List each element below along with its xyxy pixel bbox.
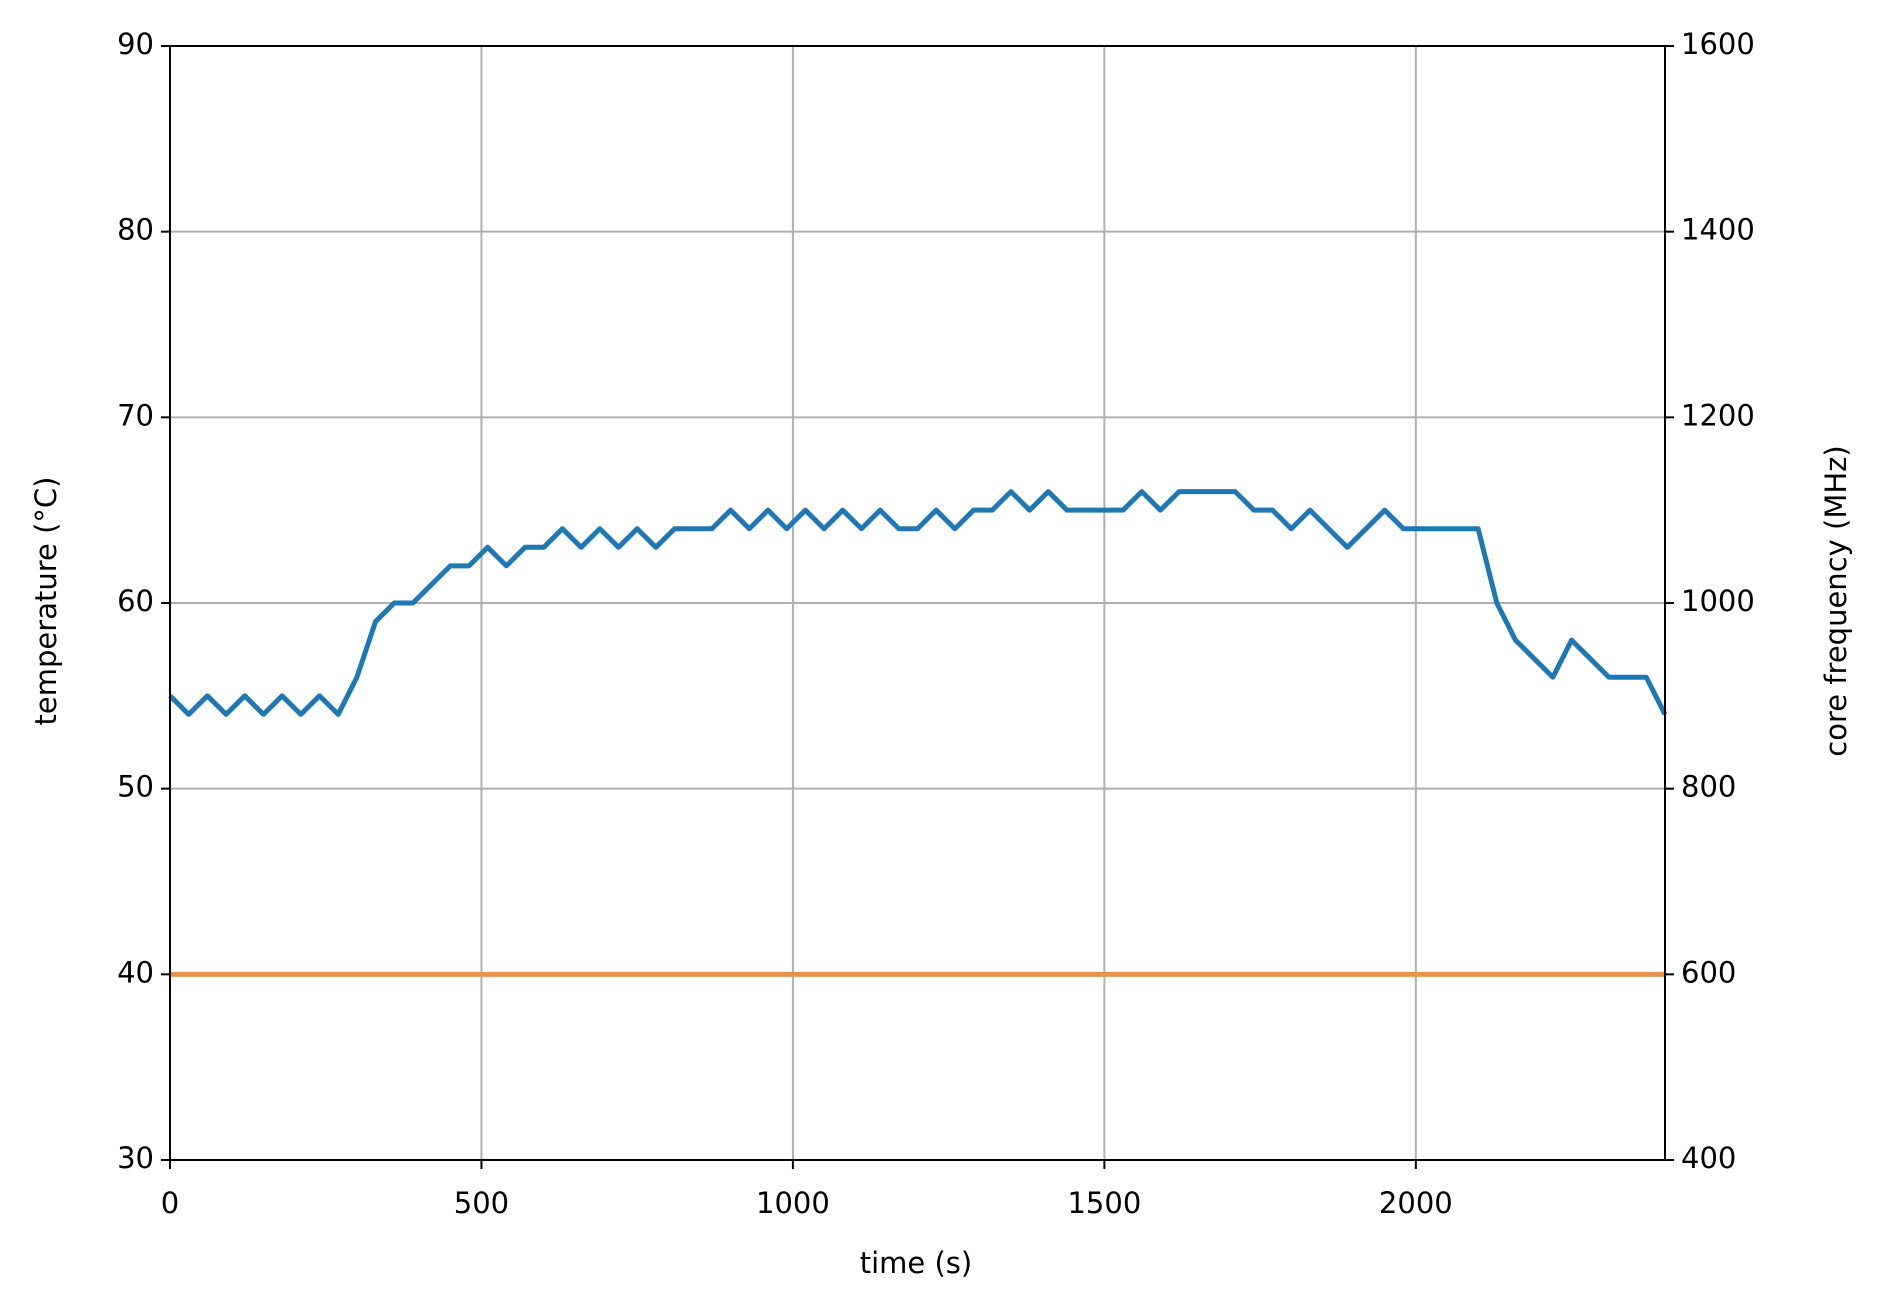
y2-tick-label: 400: [1681, 1141, 1736, 1175]
y-tick-label: 60: [117, 584, 154, 618]
y2-tick-label: 1200: [1681, 398, 1755, 432]
plot-frame: [169, 45, 1666, 1161]
y2-tick-label: 800: [1681, 770, 1736, 804]
x-axis-label: time (s): [860, 1246, 972, 1280]
y2-axis-label: core frequency (MHz): [1819, 445, 1853, 756]
y-tick-label: 90: [117, 27, 154, 61]
y-tick-label: 40: [117, 955, 154, 989]
x-tick-label: 0: [161, 1186, 179, 1220]
y2-tick-label: 600: [1681, 955, 1736, 989]
y2-tick-label: 1600: [1681, 27, 1755, 61]
x-tick-label: 1000: [756, 1186, 830, 1220]
x-tick-label: 500: [454, 1186, 509, 1220]
x-tick-label: 2000: [1379, 1186, 1453, 1220]
y-axis-label: temperature (°C): [29, 477, 63, 726]
y-tick-label: 80: [117, 213, 154, 247]
y2-tick-label: 1000: [1681, 584, 1755, 618]
y-tick-label: 30: [117, 1141, 154, 1175]
y-tick-label: 70: [117, 398, 154, 432]
data-line: [168, 489, 1668, 717]
x-tick-label: 1500: [1067, 1186, 1141, 1220]
y2-tick-label: 1400: [1681, 213, 1755, 247]
y-tick-label: 50: [117, 770, 154, 804]
